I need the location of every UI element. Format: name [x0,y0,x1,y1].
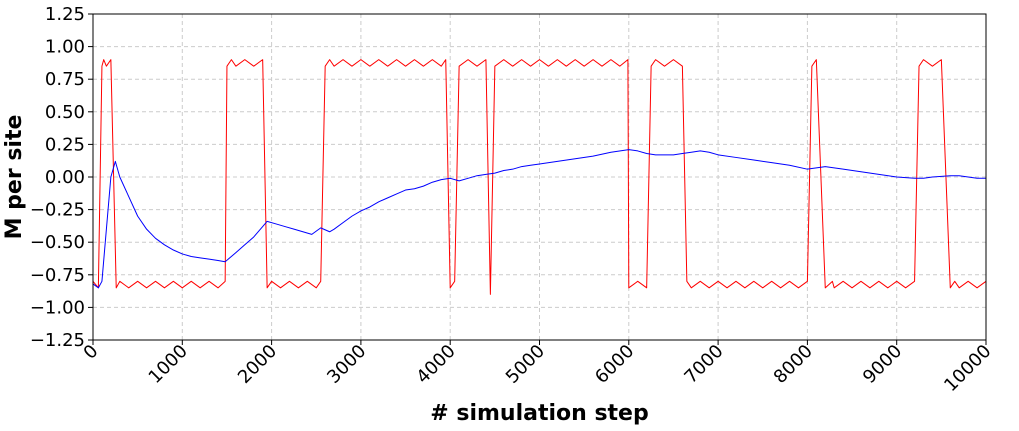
y-tick-label: −0.50 [30,232,85,253]
y-axis-ticks: 1.25 1.00 0.75 0.50 0.25 0.00 −0.25 −0.50 −0.75 −… [30,4,93,351]
y-tick-label: −1.25 [30,330,85,351]
y-tick-label: 0.00 [45,167,85,188]
y-tick-label: −0.25 [30,200,85,221]
y-tick-label: −1.00 [30,297,85,318]
series-line-1 [92,59,987,295]
series-line-2 [92,149,986,289]
y-tick-label: 0.50 [45,102,85,123]
y-tick-label: 0.75 [45,69,85,90]
x-axis-title: # simulation step [430,401,648,426]
y-tick-label: 0.25 [45,134,85,155]
y-axis-title: M per site [2,115,27,240]
y-tick-label: 1.25 [45,4,85,25]
y-tick-label: 1.00 [45,37,85,58]
y-tick-label: −0.75 [30,265,85,286]
series-layer [92,59,987,295]
grid [93,14,986,340]
